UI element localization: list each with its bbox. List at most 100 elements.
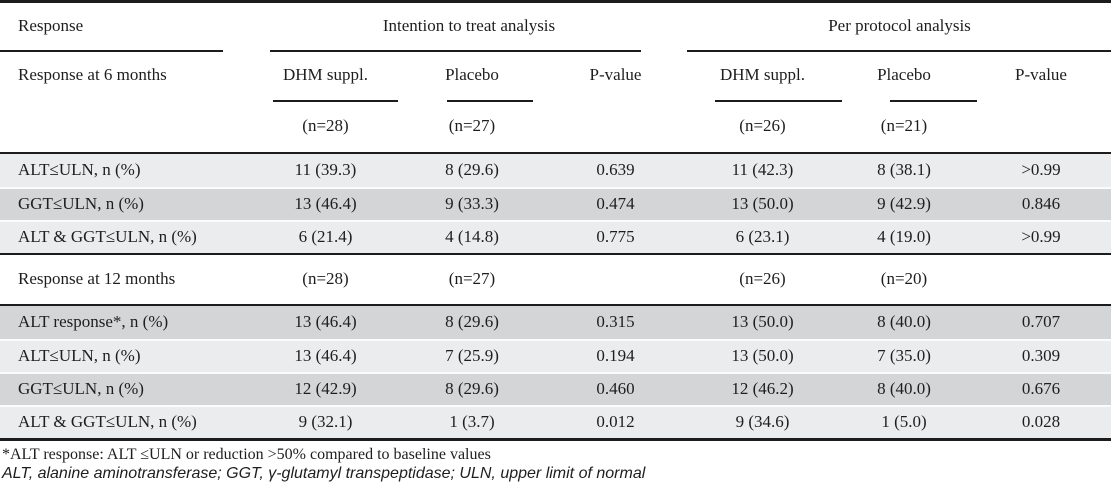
- table-footnotes: *ALT response: ALT ≤ULN or reduction >50…: [0, 441, 1111, 484]
- data-cell: 8 (29.6): [445, 312, 499, 332]
- data-cell: >0.99: [1021, 160, 1061, 180]
- data-cell: 4 (14.8): [445, 227, 499, 247]
- data-cell: 0.028: [1021, 412, 1061, 432]
- col-header-dhm-itt: DHM suppl.: [282, 64, 368, 84]
- n-cell: (n=26): [739, 269, 786, 289]
- data-cell: 8 (38.1): [877, 160, 931, 180]
- data-cell: 0.474: [596, 194, 635, 214]
- n-cell: (n=27): [448, 115, 496, 135]
- n-cell: [971, 255, 1111, 304]
- data-cell: >0.99: [1021, 227, 1061, 247]
- table-row: GGT≤ULN, n (%) 12 (42.9) 8 (29.6) 0.460 …: [0, 372, 1111, 405]
- n-cell: [543, 255, 688, 304]
- n-cell: (n=20): [880, 269, 928, 289]
- data-cell: 13 (50.0): [731, 194, 794, 214]
- data-cell: 6 (23.1): [735, 227, 790, 247]
- row-label: GGT≤ULN, n (%): [18, 194, 144, 214]
- rule-under-placebo-pp: [890, 100, 977, 102]
- data-cell: 13 (50.0): [731, 346, 794, 366]
- n-cell: [543, 100, 688, 152]
- group-header-itt: Intention to treat analysis: [382, 16, 556, 36]
- rule-under-dhm-itt: [273, 100, 398, 102]
- row-label: ALT≤ULN, n (%): [18, 346, 141, 366]
- data-cell: 1 (5.0): [881, 412, 927, 432]
- col-header-placebo-itt: Placebo: [445, 64, 499, 84]
- rule-under-dhm-pp: [715, 100, 842, 102]
- data-cell: 7 (25.9): [445, 346, 499, 366]
- row-label: ALT & GGT≤ULN, n (%): [18, 227, 197, 247]
- data-cell: 13 (46.4): [294, 312, 357, 332]
- data-cell: 9 (33.3): [445, 194, 499, 214]
- data-cell: 1 (3.7): [449, 412, 495, 432]
- row-label: ALT response*, n (%): [18, 312, 169, 332]
- rule-under-pp-group: [687, 50, 1111, 52]
- group-header-row: Response Intention to treat analysis Per…: [0, 3, 1111, 50]
- data-cell: 0.846: [1021, 194, 1061, 214]
- data-cell: 0.639: [596, 160, 635, 180]
- data-cell: 8 (29.6): [445, 160, 499, 180]
- n-cell: (n=26): [739, 115, 786, 135]
- data-cell: 11 (39.3): [294, 160, 357, 180]
- data-cell: 0.309: [1021, 346, 1061, 366]
- n-cell: (n=28): [302, 269, 349, 289]
- section-row-12m: Response at 12 months (n=28) (n=27) (n=2…: [0, 255, 1111, 304]
- n-cell: (n=28): [302, 115, 349, 135]
- data-cell: 0.194: [596, 346, 635, 366]
- n-cell: (n=27): [448, 269, 496, 289]
- row-label: ALT & GGT≤ULN, n (%): [18, 412, 197, 432]
- table-row: ALT response*, n (%) 13 (46.4) 8 (29.6) …: [0, 306, 1111, 339]
- col-header-dhm-pp: DHM suppl.: [719, 64, 805, 84]
- section-divider: [0, 304, 1111, 306]
- data-cell: 13 (46.4): [294, 194, 357, 214]
- row-label: GGT≤ULN, n (%): [18, 379, 144, 399]
- footnote-alt-response: *ALT response: ALT ≤ULN or reduction >50…: [2, 446, 491, 463]
- column-header-row: Response at 6 months DHM suppl. Placebo …: [0, 50, 1111, 100]
- data-cell: 9 (42.9): [877, 194, 931, 214]
- n-row-6m: (n=28) (n=27) (n=26) (n=21): [0, 100, 1111, 152]
- data-cell: 7 (35.0): [877, 346, 931, 366]
- data-cell: 4 (19.0): [877, 227, 931, 247]
- data-cell: 8 (40.0): [877, 379, 931, 399]
- col-header-pvalue-itt: P-value: [589, 64, 642, 84]
- table-row: ALT & GGT≤ULN, n (%) 6 (21.4) 4 (14.8) 0…: [0, 220, 1111, 253]
- table-row: ALT & GGT≤ULN, n (%) 9 (32.1) 1 (3.7) 0.…: [0, 405, 1111, 438]
- table-row: ALT≤ULN, n (%) 13 (46.4) 7 (25.9) 0.194 …: [0, 339, 1111, 372]
- subheader-12-months: Response at 12 months: [18, 269, 176, 289]
- footnote-abbreviations: ALT, alanine aminotransferase; GGT, γ-gl…: [2, 465, 646, 482]
- subheader-6-months: Response at 6 months: [18, 64, 167, 84]
- data-cell: 11 (42.3): [731, 160, 794, 180]
- data-cell: 0.707: [1021, 312, 1061, 332]
- col-header-pvalue-pp: P-value: [1015, 64, 1067, 84]
- header-response: Response: [18, 16, 84, 36]
- data-cell: 9 (32.1): [298, 412, 353, 432]
- header-body-divider: [0, 152, 1111, 154]
- data-cell: 6 (21.4): [298, 227, 353, 247]
- rule-under-response: [0, 50, 223, 52]
- table-header: Response Intention to treat analysis Per…: [0, 0, 1111, 152]
- data-cell: 12 (42.9): [294, 379, 357, 399]
- col-header-placebo-pp: Placebo: [877, 64, 931, 84]
- data-cell: 0.315: [596, 312, 635, 332]
- table-row: ALT≤ULN, n (%) 11 (39.3) 8 (29.6) 0.639 …: [0, 154, 1111, 187]
- group-header-pp: Per protocol analysis: [828, 16, 971, 36]
- data-cell: 8 (29.6): [445, 379, 499, 399]
- table-row: GGT≤ULN, n (%) 13 (46.4) 9 (33.3) 0.474 …: [0, 187, 1111, 220]
- data-cell: 0.676: [1021, 379, 1061, 399]
- data-cell: 13 (50.0): [731, 312, 794, 332]
- data-cell: 12 (46.2): [731, 379, 794, 399]
- data-cell: 9 (34.6): [735, 412, 790, 432]
- rule-under-itt-group: [270, 50, 641, 52]
- data-cell: 8 (40.0): [877, 312, 931, 332]
- data-cell: 13 (46.4): [294, 346, 357, 366]
- data-cell: 0.460: [596, 379, 635, 399]
- n-cell: [971, 100, 1111, 152]
- data-cell: 0.775: [596, 227, 635, 247]
- row-label: ALT≤ULN, n (%): [18, 160, 141, 180]
- n-cell: [0, 100, 250, 152]
- data-cell: 0.012: [596, 412, 635, 432]
- rule-under-placebo-itt: [447, 100, 533, 102]
- table-bottom-rule: [0, 438, 1111, 441]
- section-divider: [0, 253, 1111, 255]
- n-cell: (n=21): [880, 115, 928, 135]
